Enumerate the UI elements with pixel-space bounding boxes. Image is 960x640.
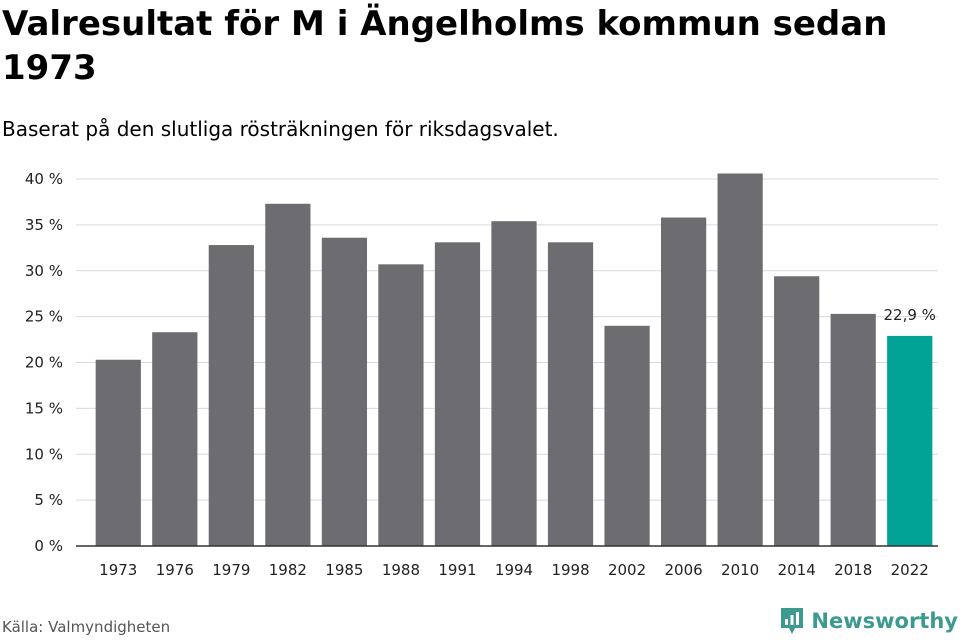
chart-title: Valresultat för M i Ängelholms kommun se… <box>2 4 888 88</box>
y-tick-label: 5 % <box>34 491 63 509</box>
bar-2014 <box>774 276 820 546</box>
bar-1973 <box>95 359 141 546</box>
y-tick-label: 40 % <box>25 170 63 188</box>
y-tick-label: 15 % <box>25 399 63 417</box>
bar-1979 <box>208 245 254 546</box>
data-label: 22,9 % <box>884 306 936 324</box>
y-tick-label: 10 % <box>25 445 63 463</box>
x-tick-label: 2018 <box>834 561 872 579</box>
x-tick-label: 1985 <box>325 561 363 579</box>
x-tick-label: 2002 <box>608 561 646 579</box>
bar-1985 <box>321 237 368 546</box>
x-tick-label: 1998 <box>551 561 589 579</box>
y-tick-label: 20 % <box>25 354 63 372</box>
bar-1991 <box>434 242 481 546</box>
x-tick-label: 1991 <box>438 561 476 579</box>
bar-2022 <box>887 335 933 546</box>
y-tick-label: 25 % <box>25 308 63 326</box>
x-tick-label: 1988 <box>382 561 420 579</box>
x-tick-label: 1994 <box>495 561 533 579</box>
bar-2018 <box>830 313 876 546</box>
bar-2010 <box>717 173 763 546</box>
brand-logo: Newsworthy <box>779 606 958 636</box>
bar-chart: 0 % 5 % 10 % 15 % 20 % 25 % 30 % 35 % 40 % 1973 19… <box>25 170 938 579</box>
bar-2002 <box>604 325 650 546</box>
x-tick-label: 1979 <box>212 561 250 579</box>
newsworthy-logo-icon <box>781 608 804 634</box>
x-tick-label: 2010 <box>721 561 759 579</box>
source-note: Källa: Valmyndigheten <box>2 618 171 636</box>
x-tick-label: 2014 <box>778 561 816 579</box>
x-tick-label: 2006 <box>665 561 703 579</box>
x-tick-label: 2022 <box>891 561 929 579</box>
bar-1998 <box>547 242 594 546</box>
bar-1988 <box>378 264 424 546</box>
y-tick-label: 35 % <box>25 216 63 234</box>
bar-1982 <box>265 203 311 546</box>
x-tick-label: 1976 <box>156 561 194 579</box>
bar-1994 <box>491 221 537 546</box>
y-tick-label: 0 % <box>34 537 63 555</box>
y-tick-label: 30 % <box>25 262 63 280</box>
brand-name: Newsworthy <box>811 609 958 633</box>
bar-2006 <box>660 217 707 546</box>
x-tick-label: 1982 <box>269 561 307 579</box>
chart-subtitle: Baserat på den slutliga rösträkningen fö… <box>2 117 559 141</box>
x-tick-label: 1973 <box>99 561 137 579</box>
bar-1976 <box>152 332 198 546</box>
